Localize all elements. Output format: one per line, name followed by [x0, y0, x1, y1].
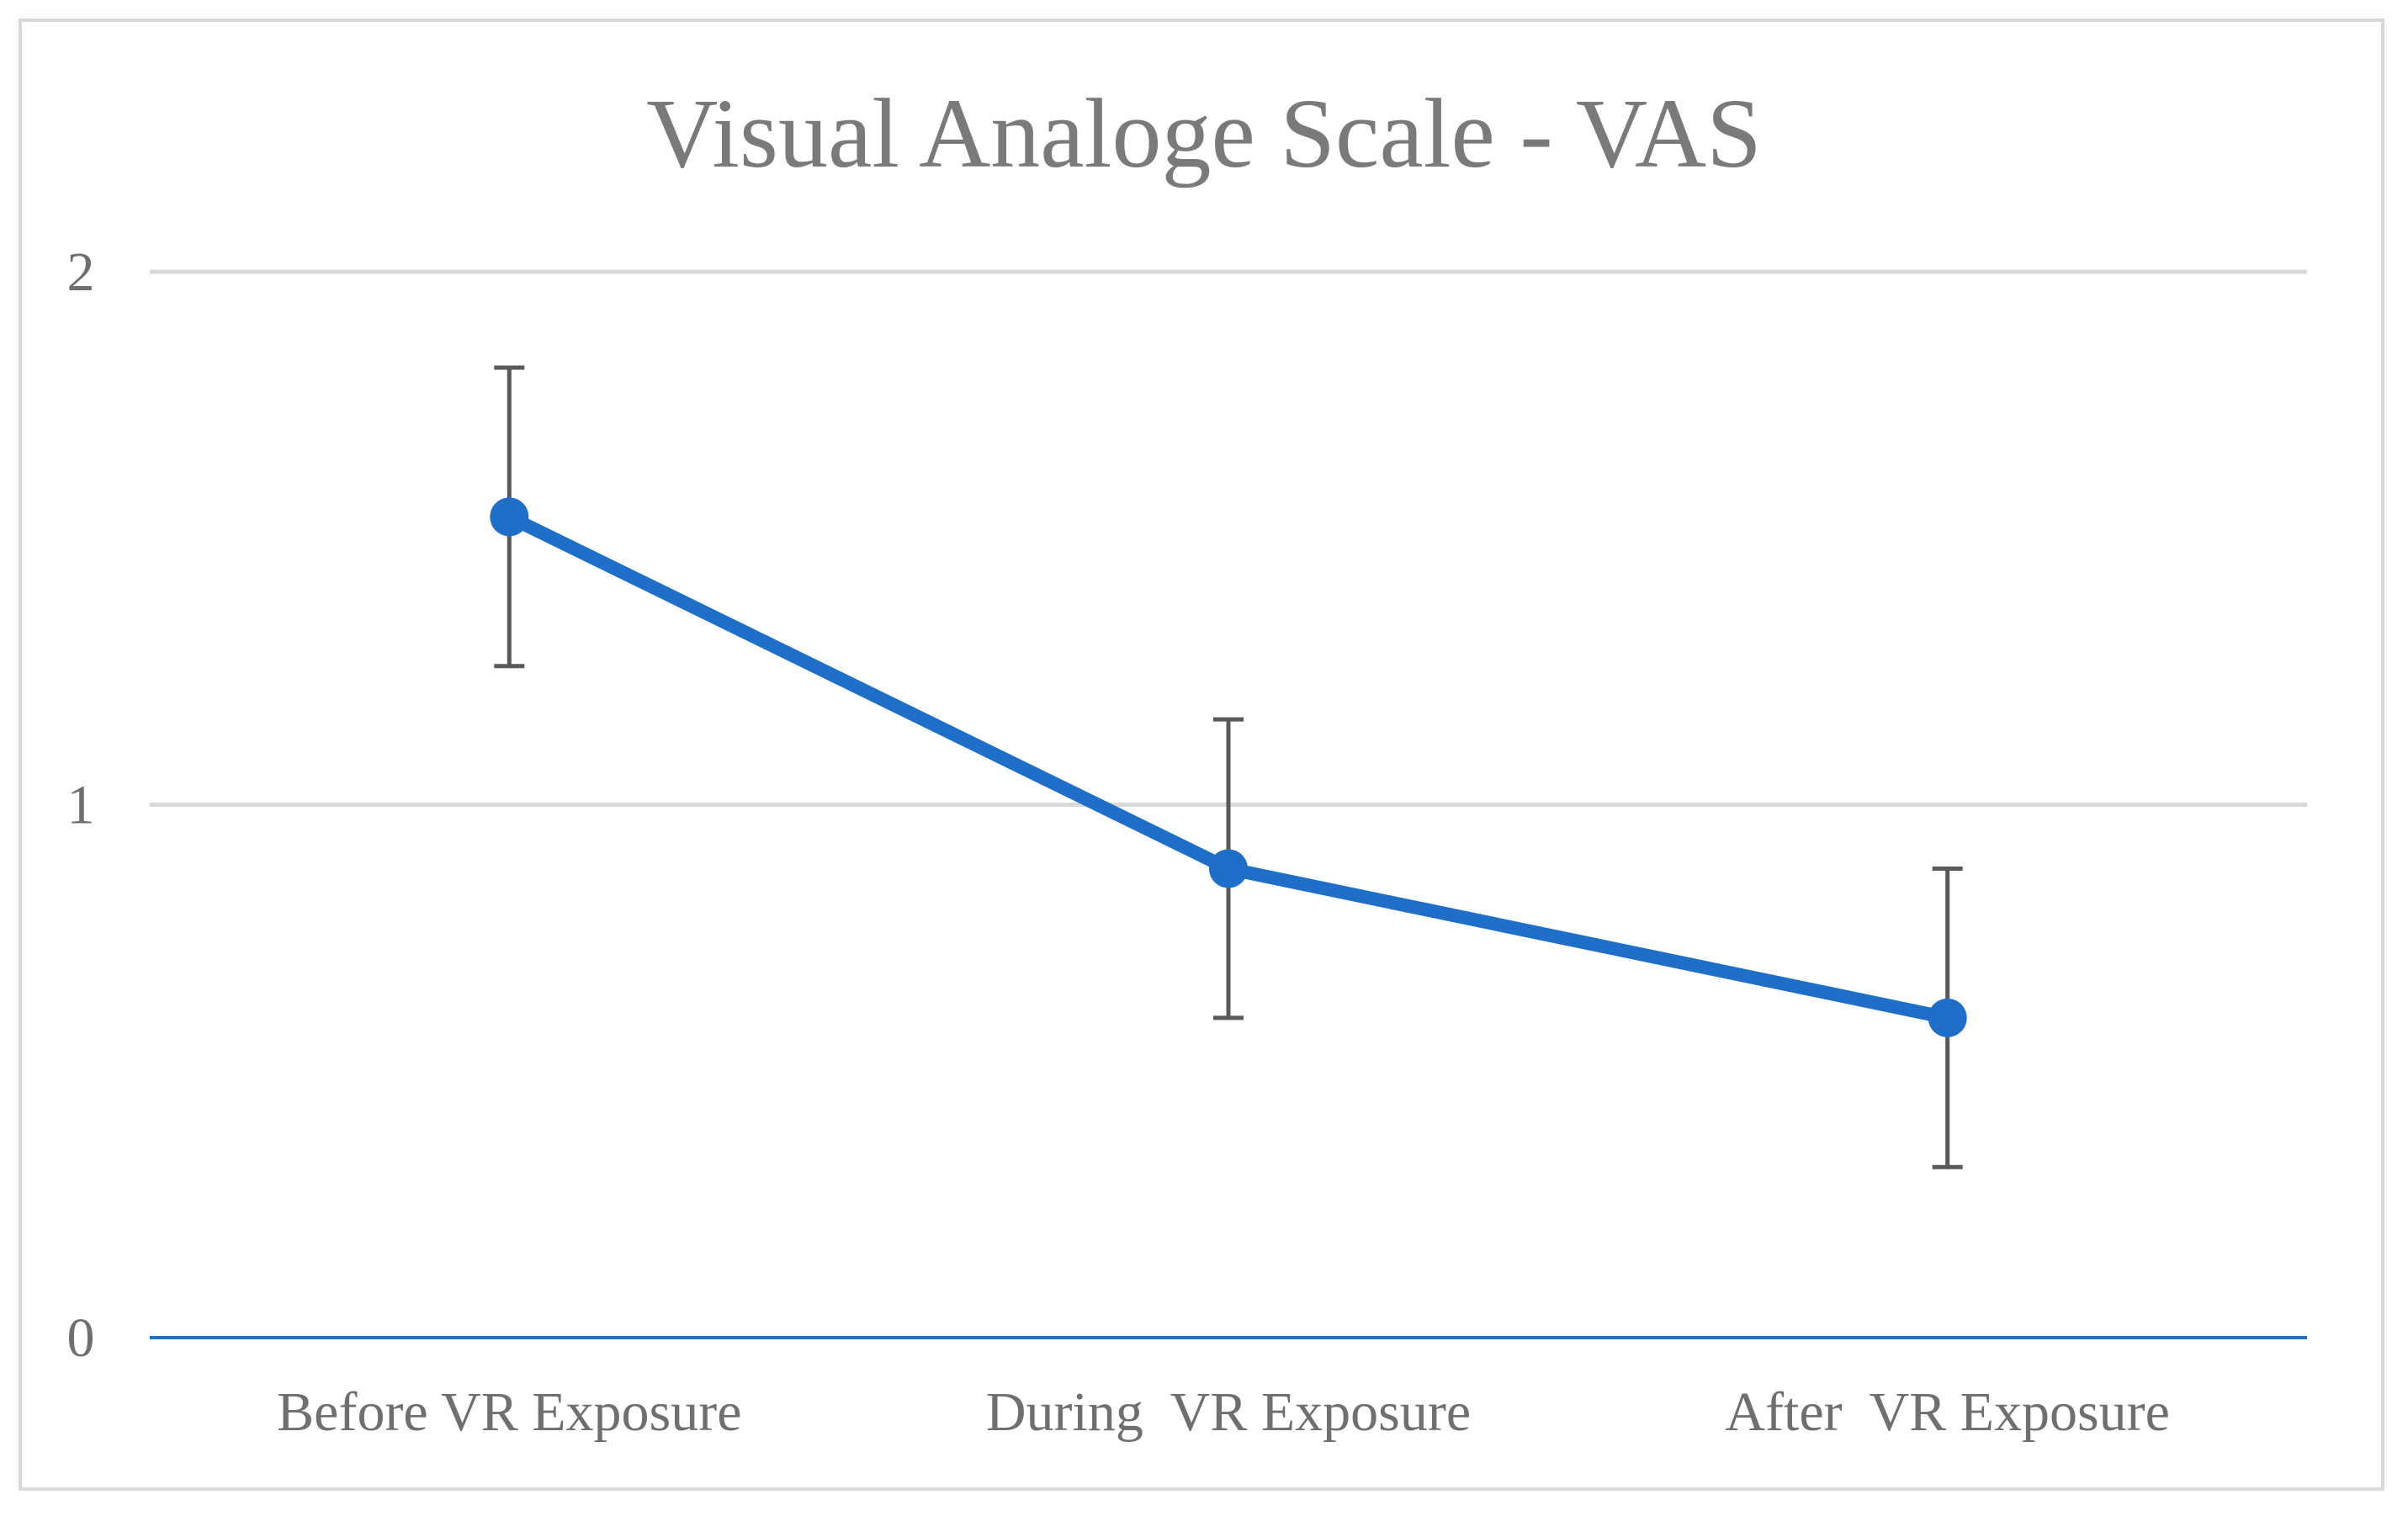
x-axis-categories: Before VR Exposure During VR Exposure Afte… — [277, 1381, 2170, 1443]
data-point — [490, 497, 529, 537]
data-point — [1209, 849, 1248, 888]
x-category-label: Before VR Exposure — [277, 1381, 741, 1443]
x-category-label: During VR Exposure — [986, 1381, 1471, 1443]
x-category-label: After VR Exposure — [1725, 1381, 2170, 1443]
chart-frame — [19, 19, 2384, 1491]
series-layer — [490, 497, 1967, 1037]
data-point — [1928, 998, 1967, 1037]
y-tick-label-0: 0 — [67, 1307, 95, 1369]
y-tick-label-2: 2 — [67, 241, 95, 303]
y-tick-label-1: 1 — [67, 775, 95, 836]
error-bars — [494, 365, 1963, 1169]
chart-title: Visual Analoge Scale - VAS — [646, 78, 1762, 188]
y-axis-ticks: 0 1 2 — [67, 241, 95, 1369]
